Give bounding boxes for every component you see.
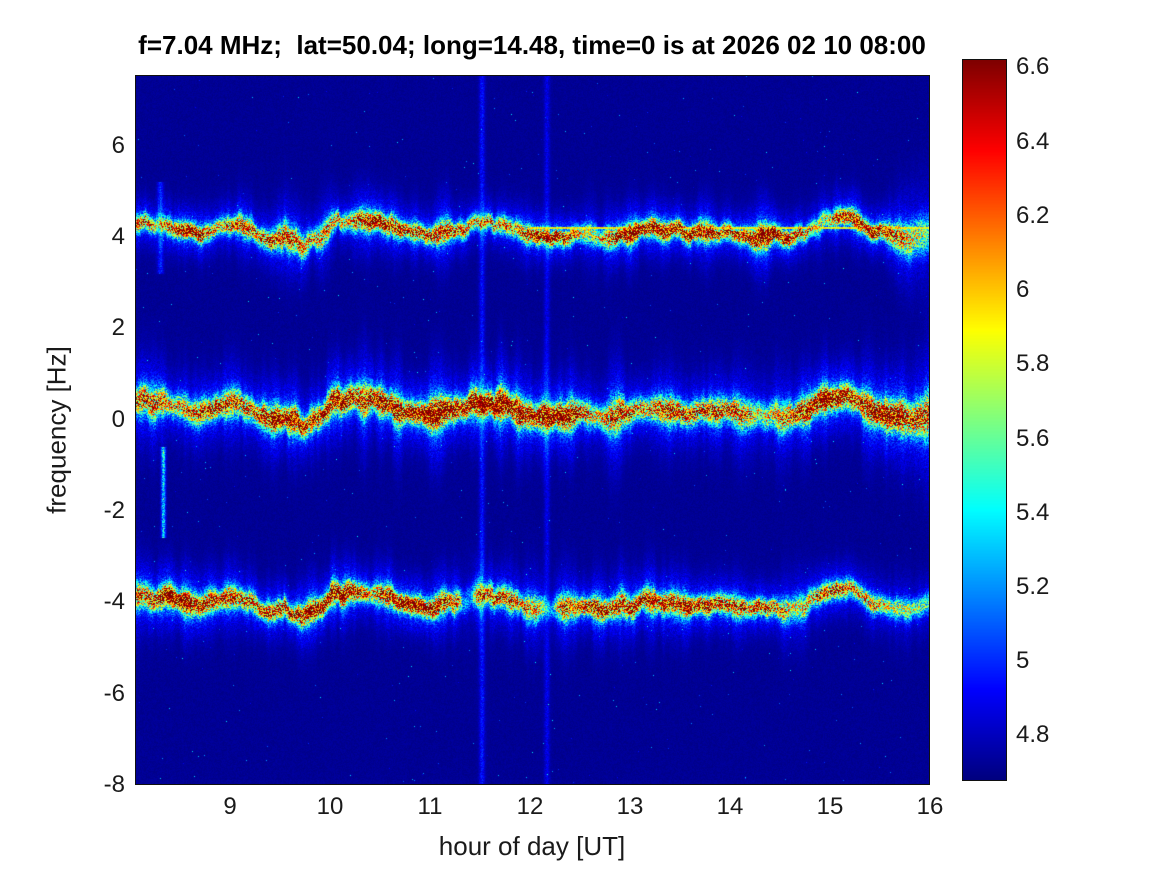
colorbar-tick-label: 6.6 xyxy=(1016,53,1050,81)
y-tick-label: 6 xyxy=(111,131,125,159)
colorbar-tick-label: 6.4 xyxy=(1016,127,1050,155)
chart-title: f=7.04 MHz; lat=50.04; long=14.48, time=… xyxy=(138,30,926,60)
y-tick-label: 0 xyxy=(111,405,125,433)
y-axis-label: frequency [Hz] xyxy=(41,346,72,514)
colorbar-tick-label: 4.8 xyxy=(1016,721,1050,749)
x-tick-label: 10 xyxy=(316,793,344,820)
y-tick-label: -6 xyxy=(103,679,125,707)
colorbar-tick-label: 6.2 xyxy=(1016,201,1050,229)
spectrogram-heatmap xyxy=(135,75,930,785)
colorbar-tick-label: 5.4 xyxy=(1016,498,1050,526)
colorbar-tick-label: 6 xyxy=(1016,276,1030,304)
x-tick-label: 14 xyxy=(716,793,744,820)
colorbar-gradient xyxy=(962,59,1007,781)
x-tick-label: 16 xyxy=(916,793,944,820)
y-tick-label: -8 xyxy=(103,771,125,798)
y-tick-label: -2 xyxy=(103,497,125,525)
x-axis-label: hour of day [UT] xyxy=(438,831,626,861)
x-tick-label: 11 xyxy=(417,793,443,820)
y-tick-label: 2 xyxy=(111,314,125,342)
colorbar-tick-label: 5.2 xyxy=(1016,573,1050,600)
x-tick-label: 15 xyxy=(816,793,844,820)
colorbar-tick-label: 5 xyxy=(1016,647,1030,675)
colorbar-tick-label: 5.6 xyxy=(1016,424,1050,452)
x-tick-label: 12 xyxy=(516,793,544,820)
x-tick-label: 13 xyxy=(616,793,644,820)
colorbar-tick-label: 5.8 xyxy=(1016,350,1050,378)
y-tick-label: -4 xyxy=(103,588,125,616)
y-tick-label: 4 xyxy=(111,223,125,251)
x-tick-label: 9 xyxy=(223,793,237,820)
